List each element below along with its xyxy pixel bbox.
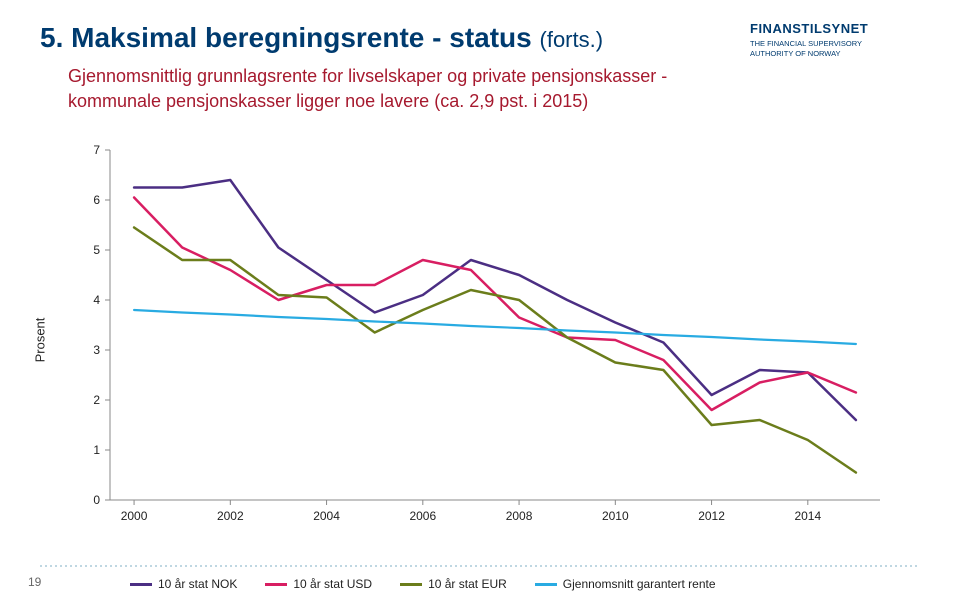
svg-text:0: 0 bbox=[93, 493, 100, 507]
svg-text:2: 2 bbox=[93, 393, 100, 407]
y-axis-label: Prosent bbox=[33, 318, 48, 363]
svg-text:5: 5 bbox=[93, 243, 100, 257]
subtitle: Gjennomsnittlig grunnlagsrente for livse… bbox=[68, 64, 740, 113]
title-prefix: 5. bbox=[40, 22, 63, 53]
svg-text:2004: 2004 bbox=[313, 509, 340, 523]
legend-swatch bbox=[130, 583, 152, 586]
header: 5. Maksimal beregningsrente - status (fo… bbox=[40, 20, 920, 113]
legend-label: 10 år stat NOK bbox=[158, 577, 237, 591]
svg-text:2006: 2006 bbox=[409, 509, 436, 523]
legend-swatch bbox=[535, 583, 557, 586]
legend-label: Gjennomsnitt garantert rente bbox=[563, 577, 716, 591]
logo-name: FINANSTILSYNET bbox=[750, 21, 868, 36]
legend-item: Gjennomsnitt garantert rente bbox=[535, 577, 716, 591]
legend-item: 10 år stat EUR bbox=[400, 577, 507, 591]
legend: 10 år stat NOK 10 år stat USD 10 år stat E… bbox=[130, 577, 716, 591]
slide-title: 5. Maksimal beregningsrente - status (fo… bbox=[40, 20, 740, 56]
svg-text:7: 7 bbox=[93, 143, 100, 157]
svg-text:2000: 2000 bbox=[121, 509, 148, 523]
legend-swatch bbox=[400, 583, 422, 586]
chart-svg: 0 1 2 3 4 5 6 7 2000 2002 2004 2006 2008 2010 2012 2014 bbox=[70, 140, 890, 540]
svg-text:2014: 2014 bbox=[794, 509, 821, 523]
svg-text:4: 4 bbox=[93, 293, 100, 307]
svg-text:2010: 2010 bbox=[602, 509, 629, 523]
svg-text:6: 6 bbox=[93, 193, 100, 207]
logo-sub2: AUTHORITY OF NORWAY bbox=[750, 50, 920, 58]
svg-text:3: 3 bbox=[93, 343, 100, 357]
title-main: Maksimal beregningsrente - status bbox=[71, 22, 532, 53]
legend-item: 10 år stat NOK bbox=[130, 577, 237, 591]
svg-text:2002: 2002 bbox=[217, 509, 244, 523]
footer-dots bbox=[40, 565, 920, 567]
svg-text:2012: 2012 bbox=[698, 509, 725, 523]
logo: FINANSTILSYNET THE FINANCIAL SUPERVISORY… bbox=[750, 20, 920, 59]
legend-swatch bbox=[265, 583, 287, 586]
svg-text:1: 1 bbox=[93, 443, 100, 457]
legend-label: 10 år stat USD bbox=[293, 577, 372, 591]
page-number: 19 bbox=[28, 575, 41, 589]
legend-label: 10 år stat EUR bbox=[428, 577, 507, 591]
legend-item: 10 år stat USD bbox=[265, 577, 372, 591]
svg-text:2008: 2008 bbox=[506, 509, 533, 523]
logo-sub1: THE FINANCIAL SUPERVISORY bbox=[750, 40, 920, 48]
slide: 5. Maksimal beregningsrente - status (fo… bbox=[0, 0, 960, 609]
title-suffix: (forts.) bbox=[540, 27, 604, 52]
title-block: 5. Maksimal beregningsrente - status (fo… bbox=[40, 20, 740, 113]
line-chart: Prosent 01234567200020022004200620082010… bbox=[70, 140, 890, 540]
